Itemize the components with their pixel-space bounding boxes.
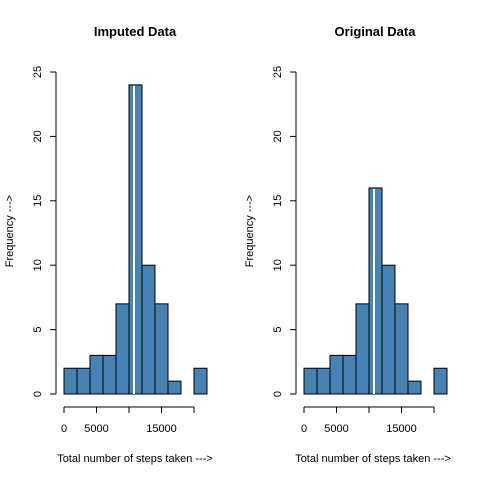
y-tick-label: 15: [272, 195, 284, 207]
histogram-bar: [193, 367, 208, 395]
y-tick-label: 25: [272, 66, 284, 78]
x-axis-label: Total number of steps taken --->: [295, 453, 451, 465]
bars: [63, 84, 208, 395]
histogram-bar: [128, 84, 143, 395]
x-tick-label: 5000: [84, 423, 108, 435]
histogram-bar: [342, 354, 357, 395]
histogram-bar: [63, 367, 78, 395]
histogram-bar: [102, 354, 117, 395]
y-axis: 0 5 10 15 20 25: [32, 66, 57, 397]
histogram-bar: [141, 264, 156, 395]
histogram-bar: [316, 367, 331, 395]
histogram-bar: [355, 303, 370, 395]
y-tick-label: 10: [272, 259, 284, 271]
y-tick-label: 20: [272, 130, 284, 142]
histogram-bar: [167, 380, 182, 395]
histogram-bar: [368, 187, 383, 395]
panel-original: Original Data 0 5 10 15 20 25 0 5000 15000 Tota…: [244, 24, 451, 465]
histogram-bar: [381, 264, 396, 395]
x-axis-label: Total number of steps taken --->: [57, 453, 213, 465]
y-tick-label: 0: [32, 391, 44, 397]
y-tick-label: 0: [272, 391, 284, 397]
y-tick-label: 15: [32, 195, 44, 207]
x-tick-label: 5000: [324, 423, 348, 435]
histogram-bar: [329, 354, 344, 395]
x-axis: 0 5000 15000: [61, 406, 195, 435]
histogram-bar: [115, 303, 130, 395]
x-tick-label: 15000: [146, 423, 177, 435]
y-axis-label: Frequency --->: [4, 195, 16, 267]
y-tick-label: 5: [32, 327, 44, 333]
histogram-bar: [89, 354, 104, 395]
histogram-bar: [154, 303, 169, 395]
y-tick-label: 10: [32, 259, 44, 271]
histogram-bar: [76, 367, 91, 395]
x-tick-label: 15000: [386, 423, 417, 435]
bars: [303, 187, 448, 395]
histogram-bar: [433, 367, 448, 395]
x-tick-label: 0: [301, 423, 307, 435]
panel-title: Original Data: [335, 24, 417, 39]
x-axis: 0 5000 15000: [301, 406, 435, 435]
panel-title: Imputed Data: [94, 24, 177, 39]
panel-imputed: Imputed Data 0 5 10 15 20 25 0 5000 15000 Total…: [4, 24, 213, 465]
histogram-bar: [394, 303, 409, 395]
y-axis: 0 5 10 15 20 25: [272, 66, 297, 397]
y-axis-label: Frequency --->: [244, 195, 256, 267]
y-tick-label: 5: [272, 327, 284, 333]
y-tick-label: 25: [32, 66, 44, 78]
histogram-bar: [303, 367, 318, 395]
y-tick-label: 20: [32, 130, 44, 142]
x-tick-label: 0: [61, 423, 67, 435]
histogram-bar: [407, 380, 422, 395]
